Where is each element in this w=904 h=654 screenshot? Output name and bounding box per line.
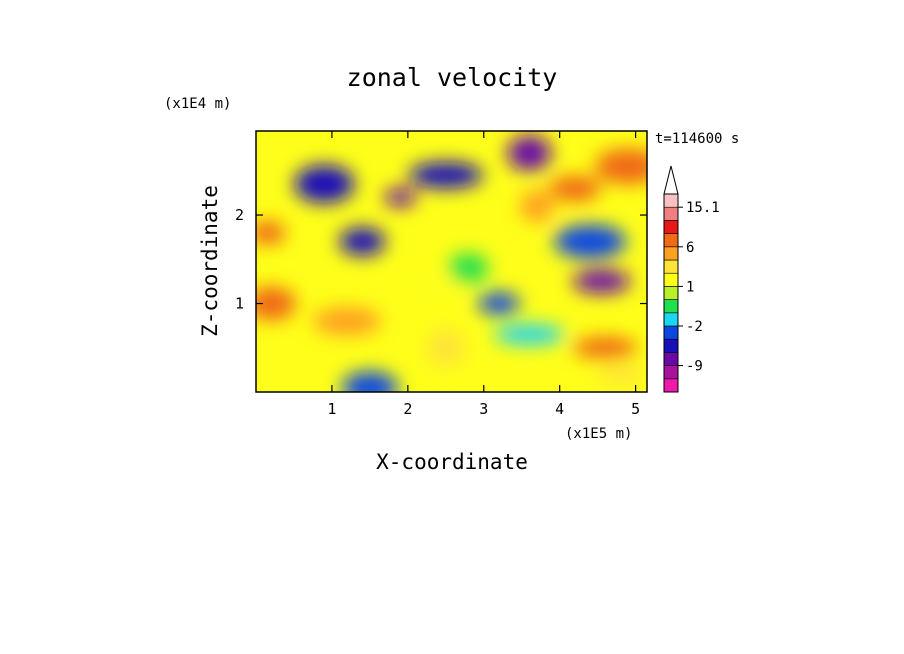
field-feature — [554, 224, 627, 259]
field-feature — [256, 220, 286, 245]
x-axis-label: X-coordinate — [376, 450, 528, 474]
field-feature — [339, 227, 386, 256]
field-feature — [572, 269, 631, 294]
colorbar-segment — [663, 193, 679, 208]
colorbar-segment — [663, 233, 679, 248]
plot-frame — [255, 130, 648, 393]
colorbar-segment — [663, 272, 679, 287]
field-feature — [313, 307, 382, 336]
colorbar-segment — [663, 246, 679, 261]
y-axis-label: Z-coordinate — [198, 185, 222, 337]
colorbar-frame — [663, 193, 679, 393]
colorbar-tick-label: -2 — [686, 319, 703, 335]
velocity-field — [256, 131, 647, 392]
field-feature — [519, 190, 554, 223]
field-feature — [426, 328, 465, 367]
colorbar-tick-label: 6 — [686, 240, 694, 256]
field-feature — [403, 276, 458, 295]
field-feature — [294, 165, 355, 204]
field-feature — [573, 336, 638, 359]
y-axis: 12 — [235, 206, 647, 313]
y-tick-label: 2 — [235, 206, 244, 224]
field-feature — [494, 324, 565, 345]
colorbar-tick-label: -9 — [686, 359, 703, 375]
field-feature — [341, 371, 398, 392]
field-feature — [548, 175, 601, 202]
y-tick-label: 1 — [235, 295, 244, 313]
colorbar-segment — [663, 352, 679, 366]
colorbar-segment — [663, 365, 679, 380]
x-tick-label: 3 — [479, 400, 488, 418]
x-unit-label: (x1E5 m) — [565, 426, 632, 442]
field-feature — [256, 286, 297, 321]
colorbar-segment — [663, 325, 679, 340]
chart-title: zonal velocity — [347, 63, 558, 92]
colorbar-segment — [663, 338, 679, 353]
colorbar-segment — [663, 220, 679, 234]
x-tick-label: 5 — [631, 400, 640, 418]
field-feature — [448, 253, 489, 284]
colorbar: 15.1 6 1 -2 -9 — [663, 165, 720, 393]
field-feature — [384, 188, 417, 207]
x-tick-label: 1 — [327, 400, 336, 418]
x-tick-label: 4 — [555, 400, 564, 418]
colorbar-segment — [663, 312, 679, 327]
field-feature — [595, 148, 647, 185]
field-feature — [507, 135, 552, 172]
field-feature — [408, 162, 483, 189]
field-feature — [477, 292, 520, 315]
colorbar-tick-label: 1 — [686, 279, 694, 295]
x-axis: 1 2 3 4 5 — [327, 131, 640, 418]
x-tick-label: 2 — [403, 400, 412, 418]
colorbar-segment — [663, 286, 679, 300]
time-label: t=114600 s — [655, 131, 739, 147]
y-unit-label: (x1E4 m) — [164, 96, 231, 112]
colorbar-segment — [663, 299, 679, 314]
colorbar-segment — [663, 206, 679, 221]
field-feature — [596, 364, 645, 385]
colorbar-segment — [663, 259, 679, 274]
colorbar-tick-label: 15.1 — [686, 200, 720, 216]
colorbar-extend-arrow — [663, 165, 679, 195]
colorbar-segment — [663, 378, 679, 393]
